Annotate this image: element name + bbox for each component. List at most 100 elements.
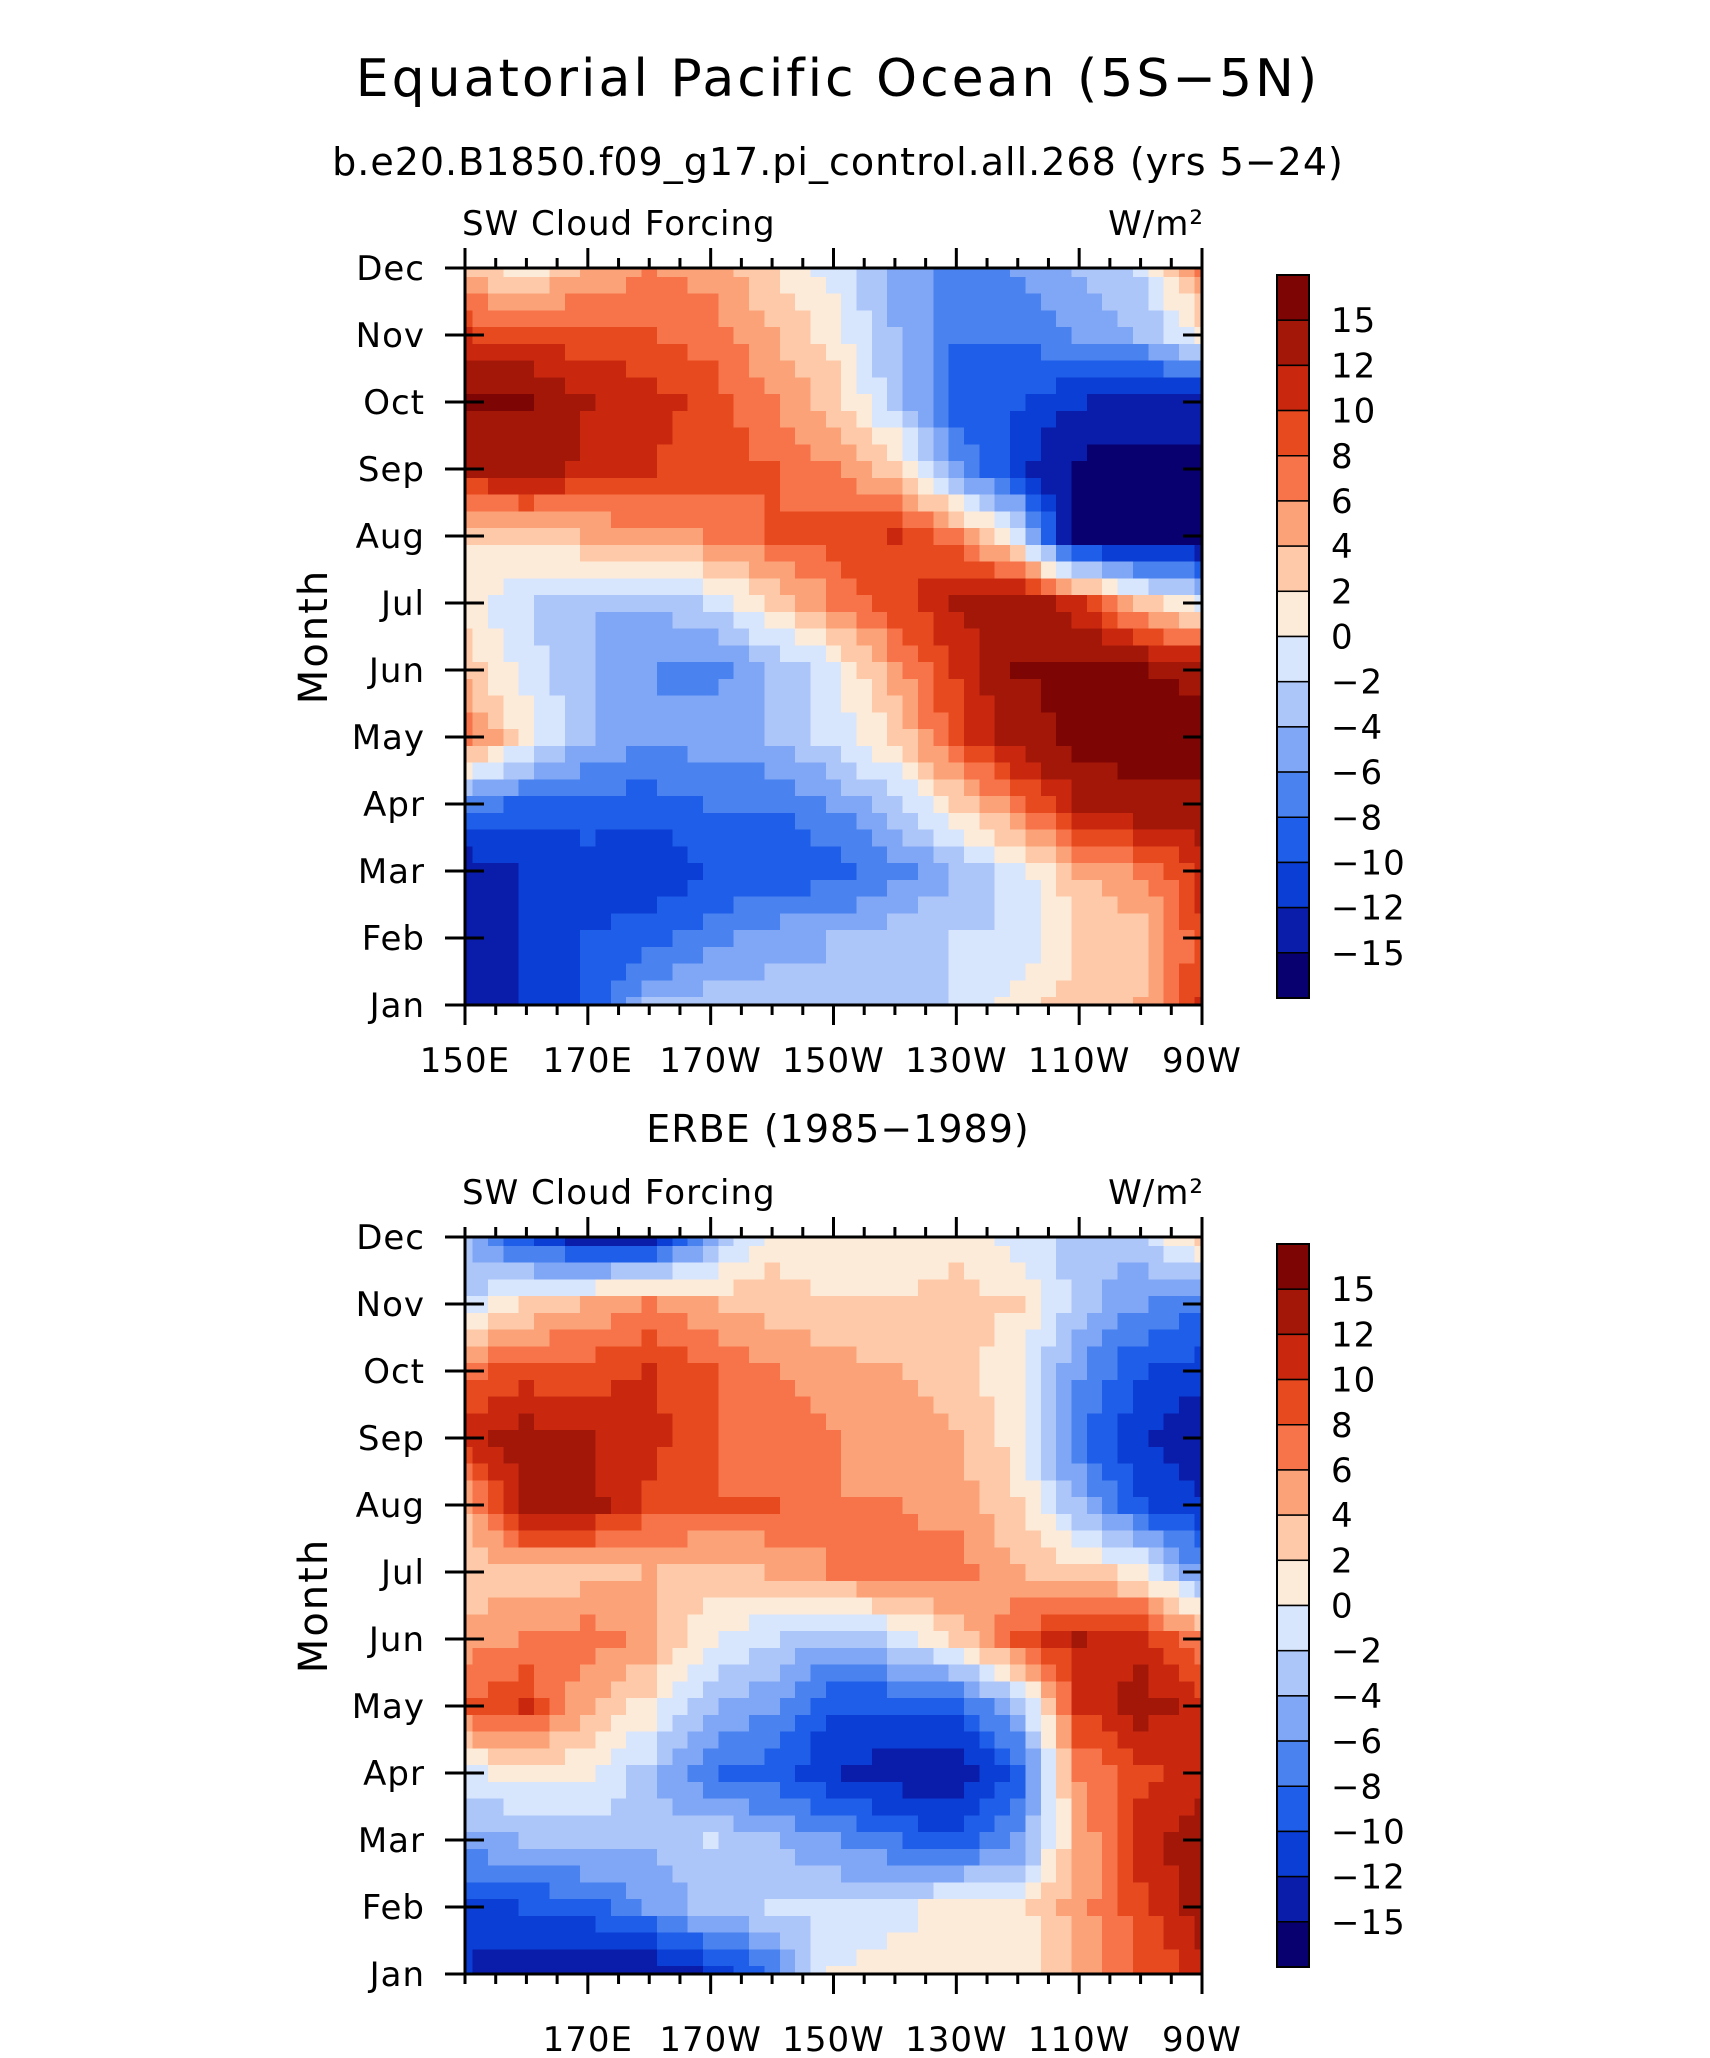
heatmap-cell (641, 527, 658, 545)
heatmap-cell (1056, 1781, 1073, 1799)
heatmap-cell (610, 376, 627, 395)
heatmap-cell (1040, 1664, 1057, 1682)
heatmap-cell (933, 661, 950, 679)
heatmap-cell (749, 812, 765, 830)
heatmap-cell (795, 393, 812, 411)
heatmap-cell (1025, 896, 1042, 914)
heatmap-cell (702, 1714, 719, 1732)
heatmap-cell (610, 946, 627, 964)
heatmap-cell (687, 276, 704, 294)
heatmap-cell (902, 268, 919, 277)
heatmap-cell (503, 812, 520, 830)
heatmap-cell (518, 460, 535, 478)
heatmap-cell (1040, 1898, 1057, 1916)
heatmap-cell (1117, 561, 1134, 579)
heatmap-cell (687, 778, 704, 797)
heatmap-cell (503, 695, 520, 713)
heatmap-cell (1178, 1463, 1195, 1481)
heatmap-cell (518, 1329, 535, 1347)
heatmap-cell (764, 644, 781, 663)
heatmap-cell (1071, 1496, 1088, 1514)
heatmap-cell (1178, 946, 1195, 964)
heatmap-cell (672, 1312, 689, 1330)
heatmap-cell (1040, 1245, 1057, 1263)
heatmap-cell (472, 896, 489, 914)
heatmap-cell (917, 1237, 934, 1246)
heatmap-cell (917, 1479, 934, 1498)
heatmap-cell (626, 1412, 643, 1431)
heatmap-cell (917, 1262, 934, 1280)
heatmap-cell (871, 1446, 888, 1464)
heatmap-cell (549, 946, 566, 964)
heatmap-cell (641, 1446, 658, 1464)
heatmap-cell (887, 912, 904, 931)
heatmap-cell (534, 1613, 551, 1632)
heatmap-cell (702, 1831, 719, 1849)
heatmap-cell (810, 845, 827, 864)
heatmap-cell (702, 1530, 719, 1548)
heatmap-cell (902, 996, 919, 1006)
heatmap-cell (779, 1262, 796, 1280)
heatmap-cell (549, 795, 566, 813)
heatmap-cell (641, 1429, 658, 1447)
heatmap-cell (580, 829, 597, 847)
heatmap-cell (718, 1278, 735, 1297)
heatmap-cell (764, 1546, 781, 1565)
heatmap-cell (1148, 309, 1165, 328)
heatmap-cell (465, 1278, 474, 1297)
heatmap-cell (810, 1312, 827, 1330)
heatmap-cell (979, 1697, 996, 1715)
heatmap-cell (1010, 963, 1027, 981)
heatmap-cell (580, 1630, 597, 1648)
heatmap-cell (1071, 979, 1088, 998)
heatmap-cell (733, 1479, 750, 1498)
heatmap-cell (656, 1865, 673, 1883)
heatmap-cell (979, 879, 996, 897)
heatmap-cell (871, 1278, 888, 1297)
heatmap-cell (1117, 745, 1134, 763)
heatmap-cell (488, 1781, 504, 1799)
heatmap-cell (810, 1362, 827, 1380)
heatmap-cell (1163, 309, 1180, 328)
heatmap-cell (764, 1948, 781, 1967)
heatmap-cell (626, 1237, 643, 1246)
heatmap-cell (1071, 644, 1088, 663)
heatmap-cell (656, 845, 673, 864)
heatmap-cell (503, 611, 520, 629)
heatmap-cell (979, 1647, 996, 1665)
heatmap-cell (1102, 1647, 1119, 1665)
heatmap-cell (610, 1530, 627, 1548)
heatmap-cell (534, 1237, 551, 1246)
x-tick-label: 90W (1162, 2020, 1242, 2058)
heatmap-cell (994, 1563, 1011, 1581)
heatmap-cell (733, 544, 750, 562)
heatmap-cell (825, 1965, 842, 1975)
heatmap-cell (1071, 929, 1088, 947)
heatmap-cell (964, 1798, 980, 1816)
heatmap-cell (733, 879, 750, 897)
heatmap-cell (948, 795, 965, 813)
heatmap-cell (1163, 1881, 1180, 1900)
heatmap-cell (1040, 644, 1057, 663)
heatmap-cell (702, 1563, 719, 1581)
heatmap-cell (1056, 510, 1073, 529)
heatmap-cell (488, 695, 504, 713)
heatmap-cell (1117, 393, 1134, 411)
heatmap-cell (718, 1781, 735, 1799)
heatmap-cell (917, 1731, 934, 1749)
heatmap-cell (1148, 912, 1165, 931)
heatmap-cell (472, 1446, 489, 1464)
heatmap-cell (672, 1965, 689, 1975)
heatmap-cell (871, 1546, 888, 1565)
heatmap-cell (488, 494, 504, 512)
heatmap-cell (979, 996, 996, 1006)
heatmap-cell (887, 393, 904, 411)
heatmap-cell (887, 1680, 904, 1699)
heatmap-cell (1132, 1237, 1149, 1246)
heatmap-cell (1071, 896, 1088, 914)
heatmap-cell (534, 1530, 551, 1548)
heatmap-cell (1056, 1513, 1073, 1531)
heatmap-cell (549, 1597, 566, 1615)
heatmap-cell (1010, 762, 1027, 780)
heatmap-cell (1025, 728, 1042, 746)
